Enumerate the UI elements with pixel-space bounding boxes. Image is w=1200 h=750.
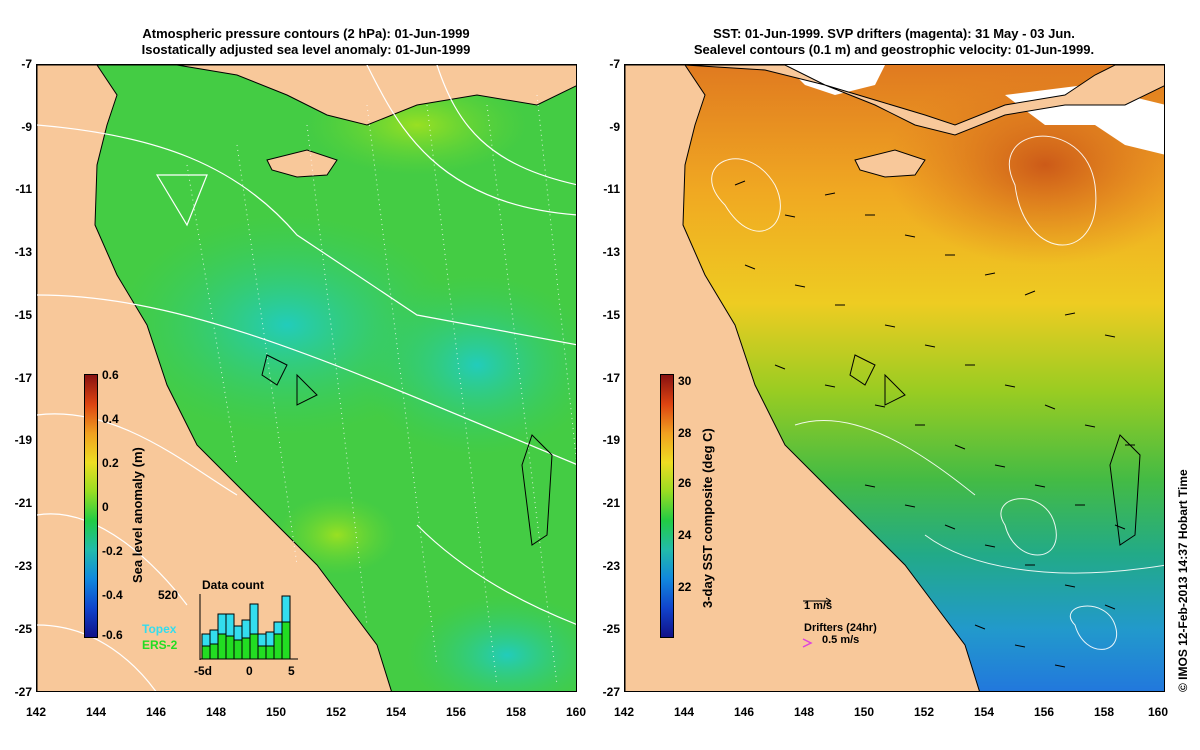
left-y-tick-8: -23 xyxy=(14,559,32,573)
australia-land xyxy=(37,65,392,691)
left-x-tick-9: 160 xyxy=(565,705,587,719)
left-y-tick-1: -9 xyxy=(21,120,32,134)
left-title-line2: Isostatically adjusted sea level anomaly… xyxy=(141,42,471,57)
pressure-contours xyxy=(37,65,576,691)
right-x-tick-8: 158 xyxy=(1093,705,1115,719)
sst-colorbar-tick-2: 26 xyxy=(678,476,692,490)
right-y-tick-6: -19 xyxy=(602,433,620,447)
left-x-tick-7: 156 xyxy=(445,705,467,719)
left-y-tick-0: -7 xyxy=(21,57,32,71)
left-y-tick-7: -21 xyxy=(14,496,32,510)
left-x-tick-5: 152 xyxy=(325,705,347,719)
sst-colorbar-tick-4: 22 xyxy=(678,580,692,594)
right-x-tick-0: 142 xyxy=(613,705,635,719)
sealevel-contours xyxy=(711,135,1164,650)
inset-title: Data count xyxy=(202,578,265,592)
right-y-tick-10: -27 xyxy=(602,685,620,699)
sla-colorbar-tick-5: -0.4 xyxy=(102,588,123,602)
left-x-tick-4: 150 xyxy=(265,705,287,719)
right-x-tick-9: 160 xyxy=(1147,705,1169,719)
right-y-tick-4: -15 xyxy=(602,308,620,322)
left-y-tick-2: -11 xyxy=(15,182,32,196)
drifters-scale-label: 0.5 m/s xyxy=(822,634,860,646)
drifters-label: Drifters (24hr) xyxy=(804,622,877,634)
right-y-tick-1: -9 xyxy=(609,120,620,134)
right-y-tick-7: -21 xyxy=(602,496,620,510)
sst-australia-land xyxy=(625,65,980,691)
sla-colorbar-tick-0: 0.6 xyxy=(102,368,119,382)
right-y-tick-5: -17 xyxy=(602,371,620,385)
inset-x-end: 5 xyxy=(288,664,295,678)
right-title-line2: Sealevel contours (0.1 m) and geostrophi… xyxy=(693,42,1095,57)
right-title: SST: 01-Jun-1999. SVP drifters (magenta)… xyxy=(624,26,1164,58)
right-title-line1: SST: 01-Jun-1999. SVP drifters (magenta)… xyxy=(713,26,1075,41)
sla-colorbar-label: Sea level anomaly (m) xyxy=(130,447,145,583)
right-y-tick-9: -25 xyxy=(602,622,620,636)
sla-low-region-east xyxy=(357,275,576,455)
sst-map-svg xyxy=(625,65,1164,691)
right-x-tick-1: 144 xyxy=(673,705,695,719)
left-y-tick-10: -27 xyxy=(14,685,32,699)
sst-colorbar-tick-3: 24 xyxy=(678,528,692,542)
new-guinea-land xyxy=(97,65,576,126)
left-x-tick-2: 146 xyxy=(145,705,167,719)
left-y-tick-4: -15 xyxy=(14,308,32,322)
sst-colorbar-tick-0: 30 xyxy=(678,374,692,388)
sla-colorbar xyxy=(84,374,98,638)
right-y-tick-0: -7 xyxy=(609,57,620,71)
right-y-tick-3: -13 xyxy=(602,245,620,259)
velocity-scale-arrow xyxy=(803,597,832,605)
sla-colorbar-tick-1: 0.4 xyxy=(102,412,119,426)
sla-map xyxy=(36,64,577,692)
sst-colorbar-label: 3-day SST composite (deg C) xyxy=(700,428,715,608)
right-x-tick-7: 156 xyxy=(1033,705,1055,719)
velocity-arrows xyxy=(734,180,1135,668)
sst-reef-outlines xyxy=(849,354,1141,546)
inset-x-start: -5d xyxy=(194,664,212,678)
sst-colorbar-tick-1: 28 xyxy=(678,426,692,440)
left-y-tick-6: -19 xyxy=(14,433,32,447)
sla-low-region-south xyxy=(407,595,576,691)
new-britain-land xyxy=(266,149,338,178)
velocity-scale-label: 1 m/s xyxy=(804,600,833,612)
left-y-tick-3: -13 xyxy=(14,245,32,259)
right-x-tick-6: 154 xyxy=(973,705,995,719)
drifter-symbol xyxy=(802,638,813,648)
left-x-tick-1: 144 xyxy=(85,705,107,719)
sst-new-britain-land xyxy=(854,149,926,178)
inset-max-label: 520 xyxy=(158,588,179,602)
sla-colorbar-tick-3: 0 xyxy=(102,500,109,514)
satellite-tracks xyxy=(186,94,576,686)
right-x-tick-4: 150 xyxy=(853,705,875,719)
sst-map xyxy=(624,64,1165,692)
right-x-tick-3: 148 xyxy=(793,705,815,719)
histogram-bars xyxy=(201,595,291,660)
left-title: Atmospheric pressure contours (2 hPa): 0… xyxy=(36,26,576,58)
right-y-tick-2: -11 xyxy=(603,182,620,196)
left-x-tick-6: 154 xyxy=(385,705,407,719)
right-x-tick-5: 152 xyxy=(913,705,935,719)
left-y-tick-9: -25 xyxy=(14,622,32,636)
inset-legend-topex: Topex xyxy=(142,622,177,636)
data-count-histogram xyxy=(199,594,298,660)
inset-x-mid: 0 xyxy=(246,664,253,678)
left-x-tick-3: 148 xyxy=(205,705,227,719)
inset-legend-ers2: ERS-2 xyxy=(142,638,178,652)
sla-colorbar-tick-4: -0.2 xyxy=(102,544,123,558)
left-x-tick-8: 158 xyxy=(505,705,527,719)
left-y-tick-5: -17 xyxy=(14,371,32,385)
sst-colorbar xyxy=(660,374,674,638)
sst-new-guinea-land xyxy=(684,65,1164,136)
left-title-line1: Atmospheric pressure contours (2 hPa): 0… xyxy=(142,26,470,41)
sla-map-svg xyxy=(37,65,576,691)
sla-colorbar-tick-6: -0.6 xyxy=(102,628,123,642)
left-x-tick-0: 142 xyxy=(25,705,47,719)
sla-colorbar-tick-2: 0.2 xyxy=(102,456,119,470)
right-x-tick-2: 146 xyxy=(733,705,755,719)
right-y-tick-8: -23 xyxy=(602,559,620,573)
reef-outlines xyxy=(261,354,553,546)
credit-text: © IMOS 12-Feb-2013 14:37 Hobart Time xyxy=(1176,469,1190,692)
